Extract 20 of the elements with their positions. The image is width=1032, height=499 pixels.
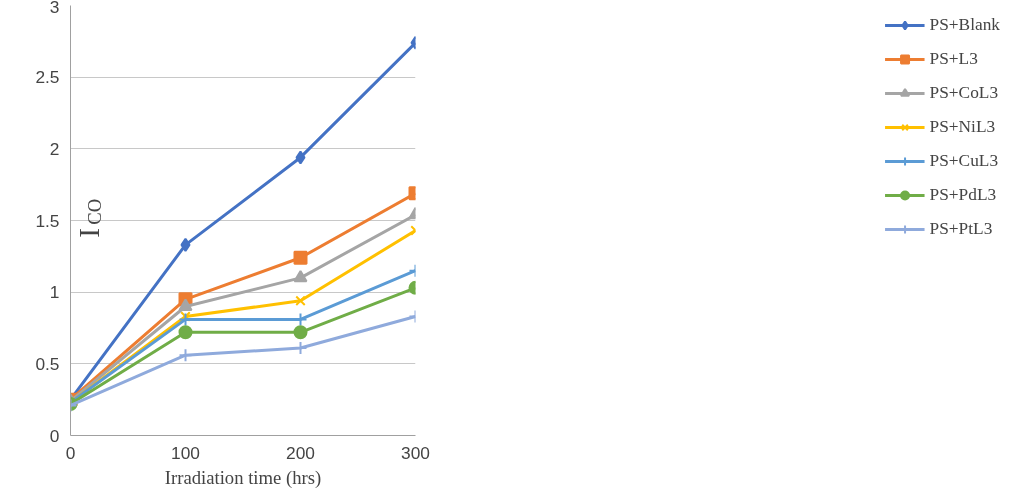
y-tick-label: 0.5 [35, 353, 60, 374]
legend-label: PS+L3 [929, 49, 978, 69]
legend-label: PS+PtL3 [929, 219, 993, 239]
legend-label: PS+CoL3 [929, 83, 999, 103]
y-tick-label: 1 [49, 282, 60, 303]
y-tick-label: 2.5 [35, 67, 60, 88]
y-tick-label: 1.5 [35, 210, 60, 231]
y-axis-title: ICO [72, 198, 105, 238]
legend-label: PS+CuL3 [929, 151, 999, 171]
y-tick-label: 0 [49, 425, 60, 446]
x-axis-title: Irradiation time (hrs) [164, 466, 322, 489]
y-tick-label: 3 [49, 0, 60, 17]
legend-label: PS+NiL3 [929, 117, 996, 137]
legend-label: PS+Blank [929, 15, 1000, 35]
x-tick-label: 200 [286, 442, 315, 463]
x-tick-label: 0 [65, 442, 76, 463]
x-tick-label: 300 [401, 442, 430, 463]
y-tick-label: 2 [49, 138, 60, 159]
legend-label: PS+PdL3 [929, 185, 997, 205]
x-tick-label: 100 [171, 442, 200, 463]
